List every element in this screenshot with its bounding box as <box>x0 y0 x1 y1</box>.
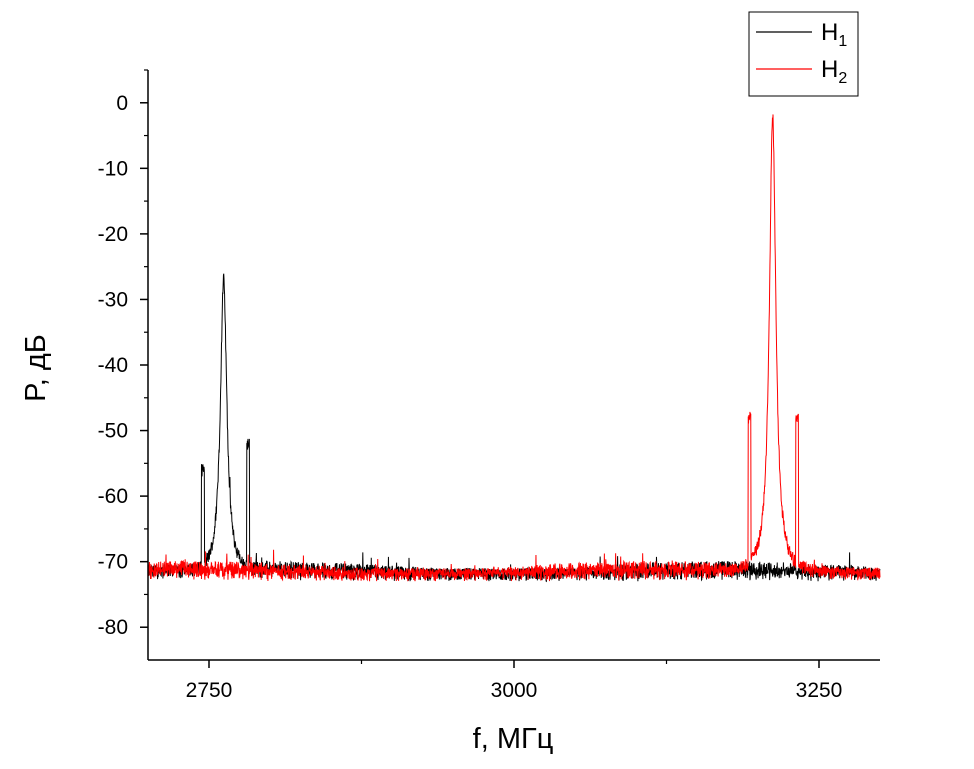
x-axis-title: f, МГц <box>473 723 554 755</box>
y-tick-label: -60 <box>98 485 128 508</box>
x-tick-label: 3000 <box>491 679 538 702</box>
legend-subscript: 1 <box>838 33 847 50</box>
x-tick-label: 3250 <box>796 679 843 702</box>
y-tick-label: -20 <box>98 223 128 246</box>
y-axis: 0 -10 -20 -30 -40 -50 -60 -70 -80 <box>98 69 149 660</box>
x-tick-label: 2750 <box>186 679 233 702</box>
y-tick-label: -30 <box>98 288 128 311</box>
y-tick-label: -80 <box>98 616 128 639</box>
plot-area <box>147 114 881 583</box>
series-line-h1 <box>147 273 881 583</box>
legend-box <box>748 11 859 97</box>
y-tick-label: -70 <box>98 551 128 574</box>
y-axis-title: P, дБ <box>20 334 52 402</box>
y-tick-label: -50 <box>98 420 128 443</box>
legend-subscript: 2 <box>838 70 847 87</box>
series-line-h2 <box>147 114 881 582</box>
y-tick-label: 0 <box>116 92 128 115</box>
y-tick-label: -10 <box>98 157 128 180</box>
y-tick-label: -40 <box>98 354 128 377</box>
x-axis: 2750 3000 3250 <box>148 659 880 702</box>
